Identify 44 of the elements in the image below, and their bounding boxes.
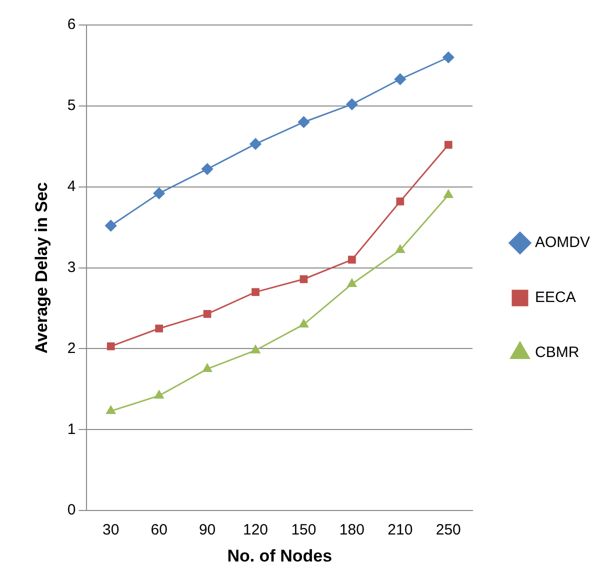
- point: [348, 256, 356, 264]
- point: [202, 364, 212, 372]
- point: [396, 198, 404, 206]
- point: [106, 342, 115, 350]
- point: [250, 138, 262, 150]
- x-tick-label: 250: [436, 522, 461, 539]
- point: [252, 288, 260, 296]
- y-tick-label: 1: [67, 420, 76, 438]
- point: [250, 345, 260, 354]
- point: [154, 390, 164, 399]
- x-tick-label: 210: [388, 522, 413, 539]
- y-axis-title: Average Delay in Sec: [32, 182, 51, 354]
- point: [153, 188, 165, 200]
- x-tick-label: 30: [102, 522, 120, 539]
- point: [442, 52, 454, 64]
- point: [202, 163, 214, 175]
- y-tick-label: 0: [67, 502, 76, 519]
- point: [300, 275, 308, 284]
- point: [106, 406, 116, 414]
- x-tick-label: 60: [150, 522, 168, 539]
- legend-label: AOMDV: [534, 234, 590, 252]
- x-axis-title: No. of Nodes: [227, 546, 332, 566]
- y-tick-label: 4: [67, 178, 76, 196]
- y-tick-label: 3: [67, 258, 76, 276]
- point: [347, 278, 357, 287]
- y-tick-label: 6: [67, 16, 76, 34]
- x-tick-label: 120: [242, 522, 268, 539]
- point: [396, 244, 405, 253]
- x-tick-label: 150: [291, 522, 316, 539]
- x-tick-label: 180: [339, 522, 364, 539]
- point: [155, 324, 164, 332]
- legend-label: EECA: [534, 289, 576, 306]
- x-tick-label: 90: [198, 522, 216, 539]
- point: [105, 220, 117, 232]
- point: [394, 73, 406, 85]
- point: [299, 319, 308, 328]
- point: [444, 190, 454, 198]
- y-tick-label: 2: [67, 340, 76, 357]
- legend-label: CBMR: [534, 344, 580, 362]
- y-tick-label: 5: [67, 97, 76, 114]
- point: [444, 140, 452, 149]
- point: [298, 116, 310, 128]
- point: [346, 98, 358, 110]
- point: [203, 310, 212, 318]
